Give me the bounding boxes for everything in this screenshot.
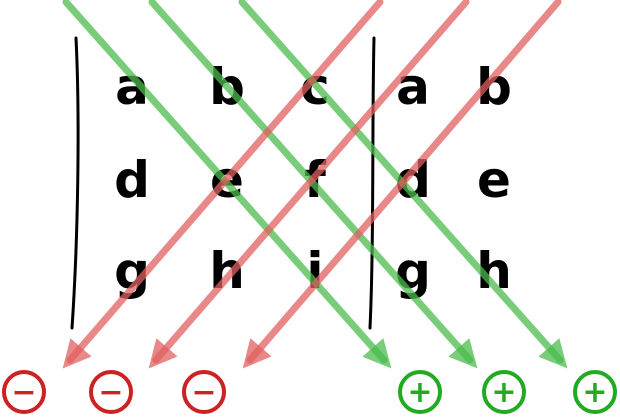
repeated-entry-e: e <box>477 151 511 209</box>
plus-sign-1: + <box>398 370 442 414</box>
minus-sign-3: − <box>182 370 226 414</box>
minus-sign-2-glyph: − <box>98 375 123 410</box>
plus-sign-3-glyph: + <box>582 375 607 410</box>
matrix-entry-d: d <box>114 151 150 209</box>
right-determinant-bar <box>368 36 376 330</box>
minus-sign-2: − <box>89 370 133 414</box>
plus-sign-2: + <box>482 370 526 414</box>
left-determinant-bar <box>70 36 80 330</box>
negative-diagonal-arrow-1 <box>62 0 384 369</box>
plus-sign-1-glyph: + <box>407 375 432 410</box>
minus-sign-3-glyph: − <box>191 375 216 410</box>
plus-sign-3: + <box>573 370 617 414</box>
plus-sign-2-glyph: + <box>491 375 516 410</box>
repeated-entry-g: g <box>395 242 431 300</box>
minus-sign-1-glyph: − <box>11 375 36 410</box>
negative-diagonal-arrow-3 <box>242 0 562 369</box>
negative-diagonal-arrow-2 <box>148 0 470 369</box>
minus-sign-1: − <box>2 370 46 414</box>
